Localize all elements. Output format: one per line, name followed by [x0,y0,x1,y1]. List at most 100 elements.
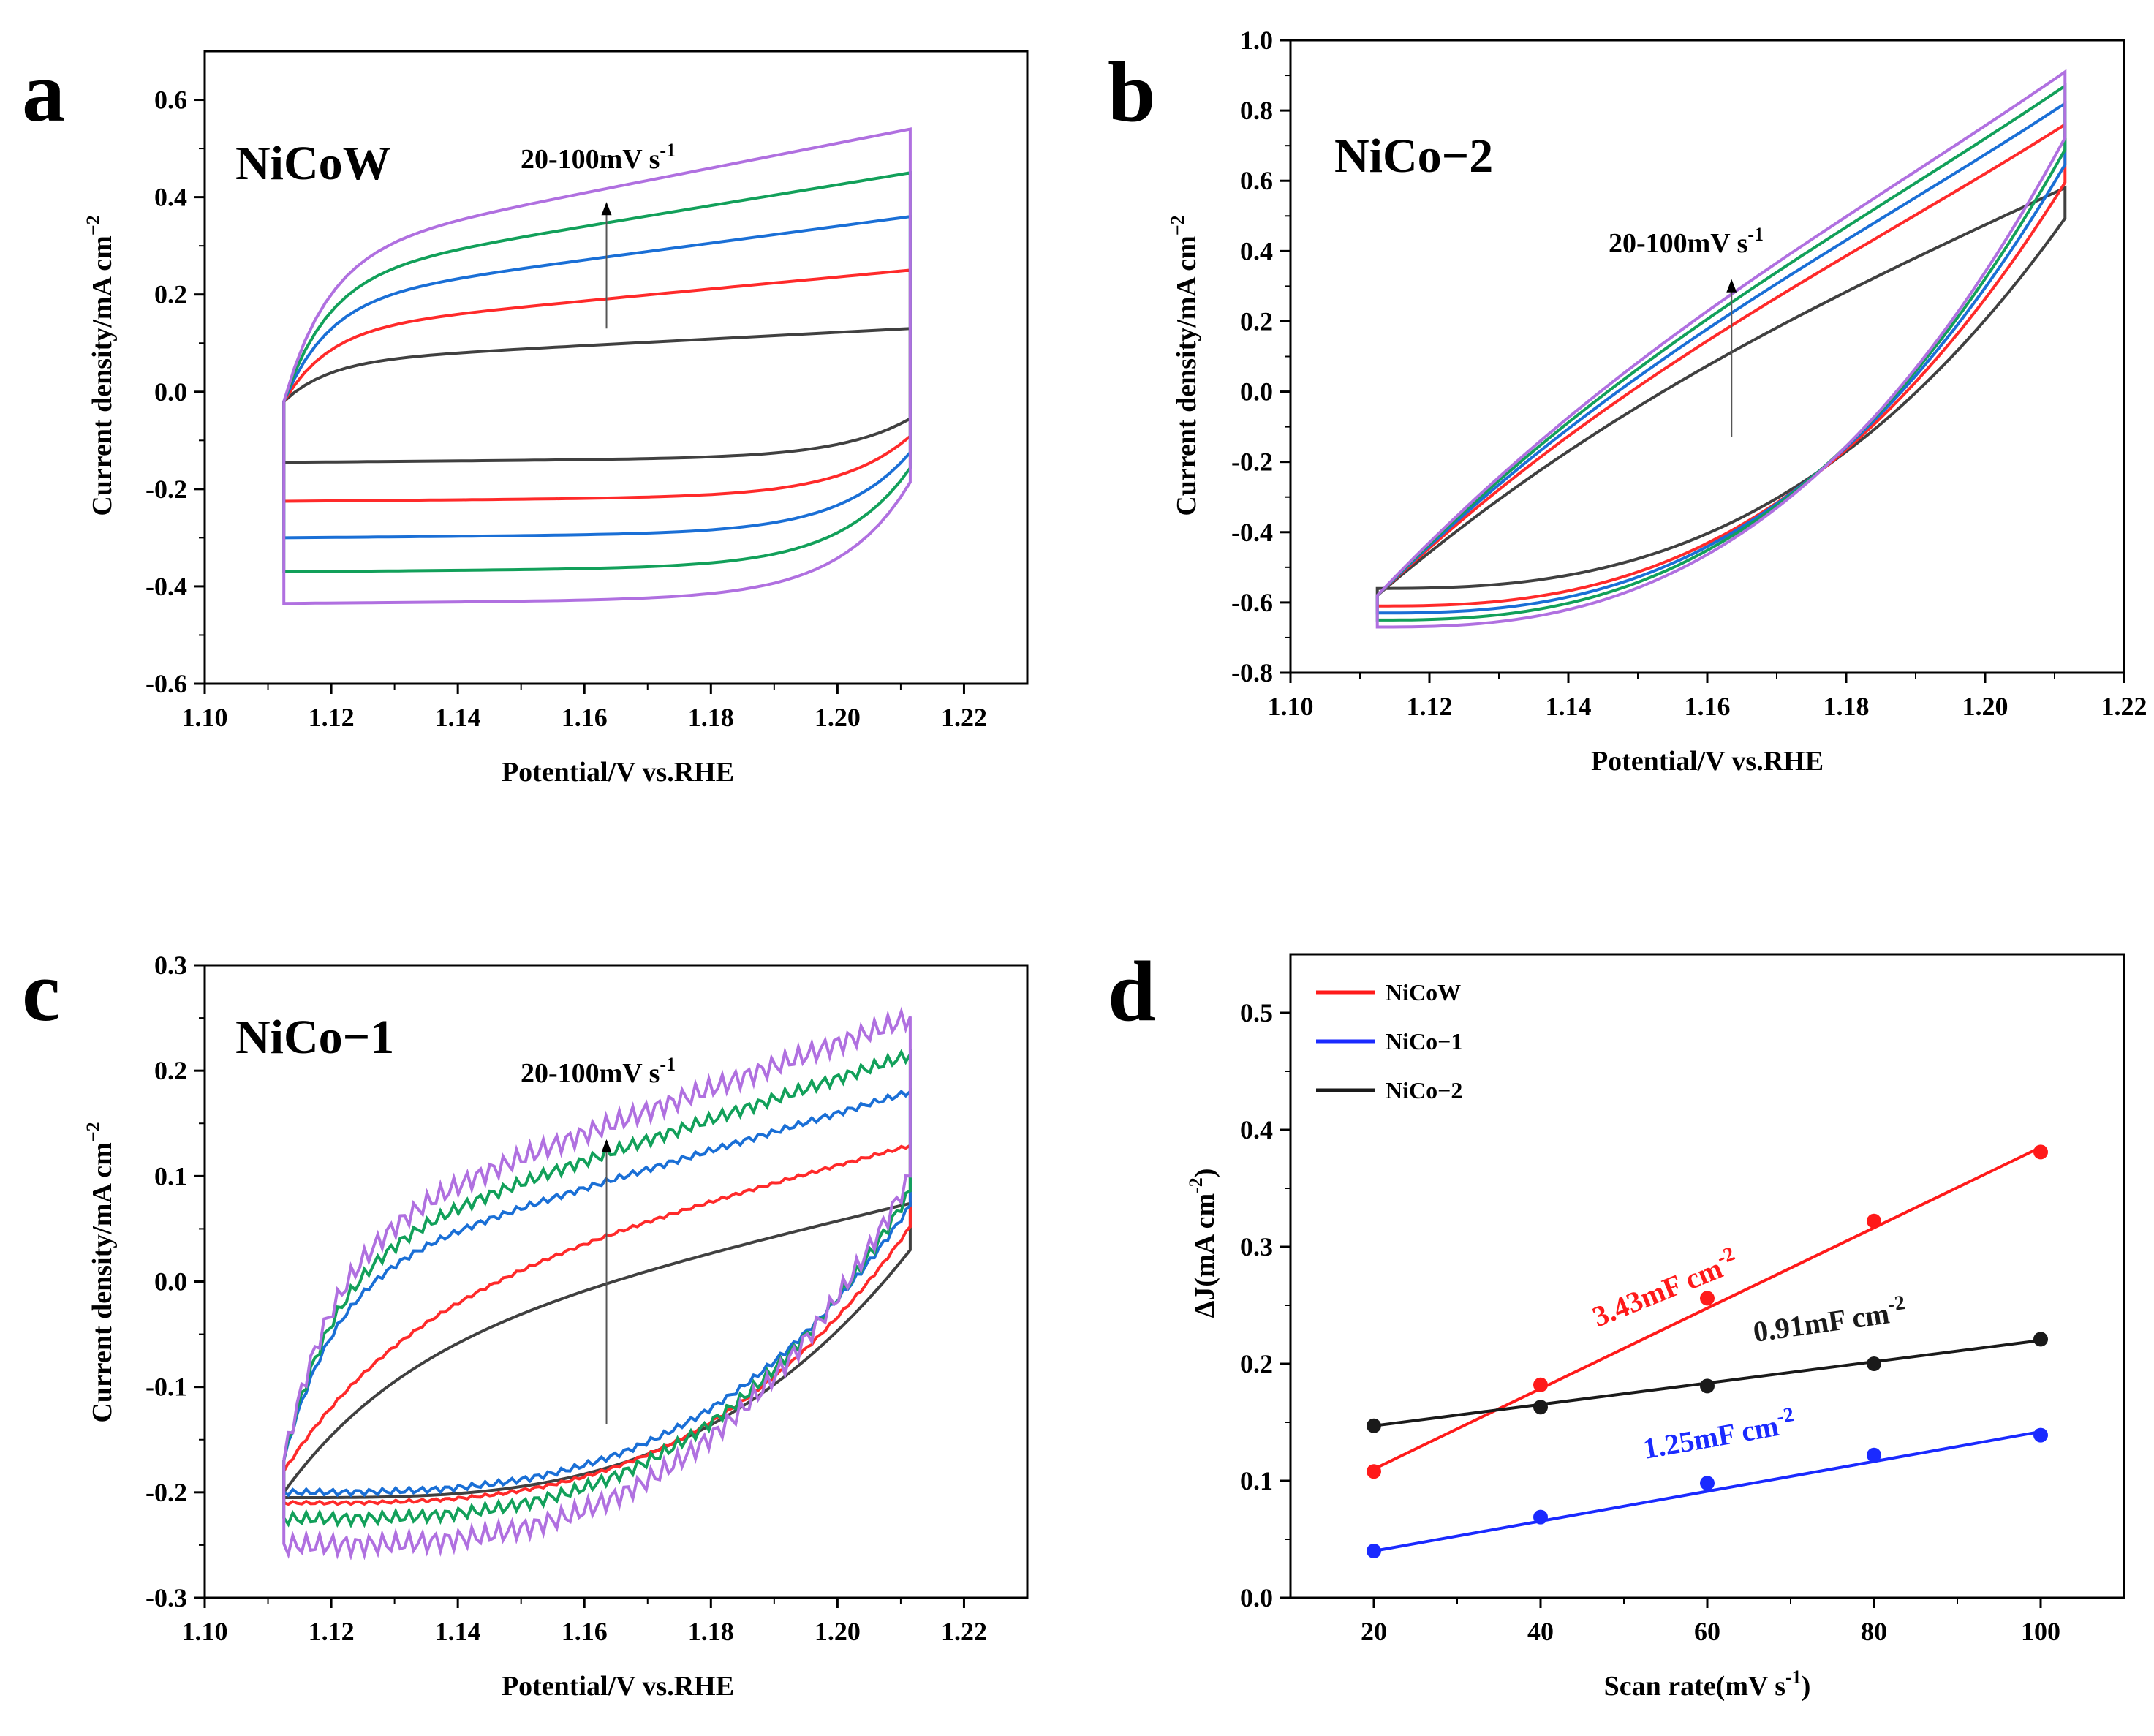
scan-note-b-sup: -1 [1747,224,1764,245]
data-point [1533,1509,1548,1525]
fit-line-0 [1373,1146,2041,1471]
legend-label: NiCoW [1386,979,1461,1005]
y-tick-label-c: 0.3 [154,951,187,980]
scan-note-b-text: 20-100mV s [1609,228,1747,259]
panel-label-a: a [22,44,65,140]
cv-curve-c [282,1201,912,1499]
data-point [2033,1144,2048,1160]
x-tick-label-c: 1.10 [182,1617,228,1646]
sample-name-c: NiCo−1 [235,1011,394,1064]
data-point [1533,1400,1548,1415]
y-tick-label-a: -0.4 [146,572,187,601]
data-point [1367,1464,1381,1479]
ylabel-d-end: ) [1190,1169,1220,1178]
scan-note-a: 20-100mV s-1 [521,140,676,175]
ylabel-c: Current density/mA cm−2 [83,1122,118,1422]
panel-label-d: d [1108,943,1156,1039]
xlabel-d-text: Scan rate(mV s [1604,1671,1785,1702]
x-tick-label-b: 1.14 [1546,692,1592,721]
y-tick-label-b: -0.2 [1231,448,1273,477]
panel-c: 1.10 1.12 1.14 1.16 1.18 1.20 1.22 -0.3 -0.2 -0.1… [146,951,1029,1646]
x-tick-label-b: 1.12 [1407,692,1453,721]
data-point [1867,1213,1881,1229]
slope-label: 0.91mF cm-2 [1750,1291,1908,1348]
x-tick-label-d: 60 [1694,1617,1720,1646]
cv-curve-b [1375,121,2067,608]
y-tick-label-d: 0.0 [1240,1583,1273,1612]
ylabel-d-text: ΔJ(mA cm [1190,1193,1220,1318]
y-tick-label-c: 0.1 [154,1161,187,1190]
y-tick-label-b: -0.6 [1231,588,1273,617]
xlabel-d: Scan rate(mV s-1) [1604,1667,1811,1702]
xlabel-b: Potential/V vs.RHE [1591,746,1824,777]
x-tick-label-c: 1.18 [688,1617,734,1646]
ylabel-a: Current density/mA cm−2 [83,215,118,516]
data-point [1700,1291,1715,1306]
scan-arrowhead-a [601,202,612,216]
y-tick-label-b: 0.2 [1240,306,1273,336]
y-tick-label-a: 0.6 [154,86,187,115]
x-tick-label-c: 1.12 [309,1617,355,1646]
scan-arrowhead-c [601,1139,612,1152]
slope-label-sup: -2 [1775,1403,1796,1429]
y-tick-label-a: 0.4 [154,183,187,212]
y-tick-label-d: 0.1 [1240,1466,1273,1495]
x-tick-label-c: 1.14 [435,1617,481,1646]
ylabel-b-text: Current density/mA cm [1171,235,1202,516]
ylabel-c-sup: −2 [83,1122,104,1142]
scan-note-c-text: 20-100mV s [521,1058,660,1089]
y-tick-label-c: -0.1 [146,1373,187,1402]
x-tick-label-a: 1.12 [309,703,355,732]
sample-name-b: NiCo−2 [1334,129,1493,183]
ylabel-d: ΔJ(mA cm-2) [1185,1169,1220,1318]
y-tick-label-a: -0.6 [146,669,187,698]
scan-note-a-sup: -1 [660,140,676,161]
x-tick-label-d: 80 [1861,1617,1887,1646]
ylabel-b-sup: −2 [1167,215,1188,235]
data-point [1700,1476,1715,1491]
data-point [1867,1356,1881,1371]
ylabel-c-text: Current density/mA cm [87,1142,118,1423]
x-tick-label-a: 1.16 [562,703,608,732]
xlabel-d-sup: -1 [1785,1667,1802,1688]
panel-a: 1.10 1.12 1.14 1.16 1.18 1.20 1.22 -0.6 -0.4 -0.2… [146,50,1029,732]
cv-curve-b [1375,185,2067,599]
panel-label-b: b [1108,44,1156,140]
cv-curve-b [1375,100,2067,615]
plot-frame-a [203,50,1029,685]
cv-curve-c [282,1087,912,1498]
cv-curve-b [1375,69,2067,629]
y-tick-label-d: 0.2 [1240,1349,1273,1378]
x-tick-label-d: 40 [1527,1617,1554,1646]
cv-curve-c [282,1006,912,1561]
x-tick-label-a: 1.20 [815,703,861,732]
scan-note-a-text: 20-100mV s [521,144,660,175]
data-point [1533,1377,1548,1392]
x-tick-label-c: 1.22 [941,1617,987,1646]
y-tick-label-b: 0.8 [1240,96,1273,125]
data-point [1367,1418,1381,1433]
panel-label-c: c [22,943,60,1039]
x-tick-label-a: 1.14 [435,703,481,732]
scan-note-b: 20-100mV s-1 [1609,224,1764,259]
y-tick-label-b: -0.4 [1231,518,1273,547]
x-tick-label-b: 1.10 [1268,692,1314,721]
x-tick-label-b: 1.18 [1824,692,1870,721]
y-tick-label-b: 0.0 [1240,377,1273,407]
x-tick-label-c: 1.20 [815,1617,861,1646]
y-tick-label-c: 0.0 [154,1267,187,1297]
xlabel-d-end: ) [1802,1671,1811,1702]
slope-label-text: 1.25mF cm [1641,1409,1781,1465]
y-tick-label-c: -0.2 [146,1478,187,1507]
data-point [2033,1332,2048,1347]
x-tick-label-b: 1.16 [1685,692,1731,721]
x-tick-label-b: 1.22 [2101,692,2147,721]
x-tick-label-b: 1.20 [1962,692,2008,721]
panel-b: 1.10 1.12 1.14 1.16 1.18 1.20 1.22 -0.8 -0.6 -0.4… [1231,26,2147,721]
x-tick-label-a: 1.22 [941,703,987,732]
x-tick-label-d: 100 [2021,1617,2060,1646]
sample-name-a: NiCoW [235,137,391,190]
y-tick-label-a: -0.2 [146,475,187,504]
xlabel-a: Potential/V vs.RHE [502,757,734,788]
